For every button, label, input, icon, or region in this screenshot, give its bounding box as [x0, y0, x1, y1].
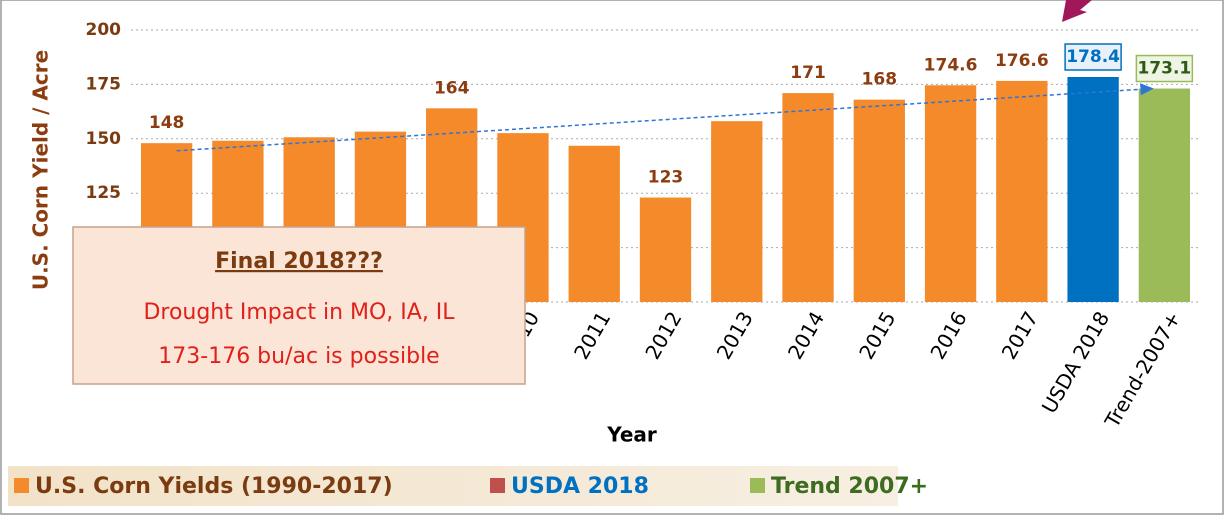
bar [711, 121, 763, 302]
bar [1138, 88, 1191, 303]
pointer-arrow [1062, 0, 1092, 22]
y-tick-label: 150 [86, 129, 122, 149]
value-label: 176.6 [995, 51, 1049, 71]
bar [996, 80, 1048, 303]
x-tick-label: 2017 [997, 307, 1043, 363]
annotation-box [72, 226, 526, 385]
annotation-line: Drought Impact in MO, IA, IL [143, 300, 455, 325]
x-tick-label: USDA 2018 [1037, 307, 1114, 417]
bar [639, 197, 692, 302]
legend-label: USDA 2018 [511, 474, 649, 499]
x-tick-label: 2012 [640, 307, 686, 363]
legend-band [8, 466, 898, 506]
annotation: Final 2018??? Drought Impact in MO, IA, … [72, 226, 526, 385]
legend-swatch [14, 478, 29, 493]
legend-label: U.S. Corn Yields (1990-2017) [35, 474, 393, 499]
value-label: 178.4 [1066, 47, 1120, 67]
legend-label: Trend 2007+ [771, 474, 928, 499]
value-label: 174.6 [924, 55, 978, 75]
bar [1067, 77, 1119, 302]
bar [853, 99, 905, 302]
value-label: 148 [149, 113, 185, 133]
value-label: 173.1 [1137, 59, 1191, 79]
x-tick-label: 2013 [712, 307, 758, 363]
bar [568, 145, 620, 302]
bar [782, 93, 834, 302]
y-tick-label: 200 [86, 20, 122, 40]
value-label-box [1064, 43, 1122, 71]
x-tick-label: 2016 [925, 307, 971, 363]
value-label: 171 [790, 63, 826, 83]
trend-line [176, 83, 1154, 152]
x-tick-label: Trend-2007+ [1099, 307, 1185, 432]
value-label: 164 [434, 78, 470, 98]
annotation-line: 173-176 bu/ac is possible [158, 344, 439, 369]
x-tick-label: 2014 [783, 307, 829, 363]
y-axis-title: U.S. Corn Yield / Acre [29, 50, 53, 290]
value-label: 168 [862, 70, 898, 90]
value-label: 123 [648, 168, 684, 188]
legend-swatch [750, 478, 765, 493]
y-tick-label: 175 [86, 74, 122, 94]
x-axis-title: Year [606, 423, 657, 447]
annotation-title: Final 2018??? [215, 249, 383, 274]
bar [924, 85, 977, 302]
y-tick-label: 125 [86, 183, 122, 203]
value-label-box [1135, 54, 1194, 83]
legend-swatch [490, 478, 505, 493]
x-tick-label: 2011 [569, 307, 615, 363]
x-tick-label: 2015 [854, 307, 900, 363]
